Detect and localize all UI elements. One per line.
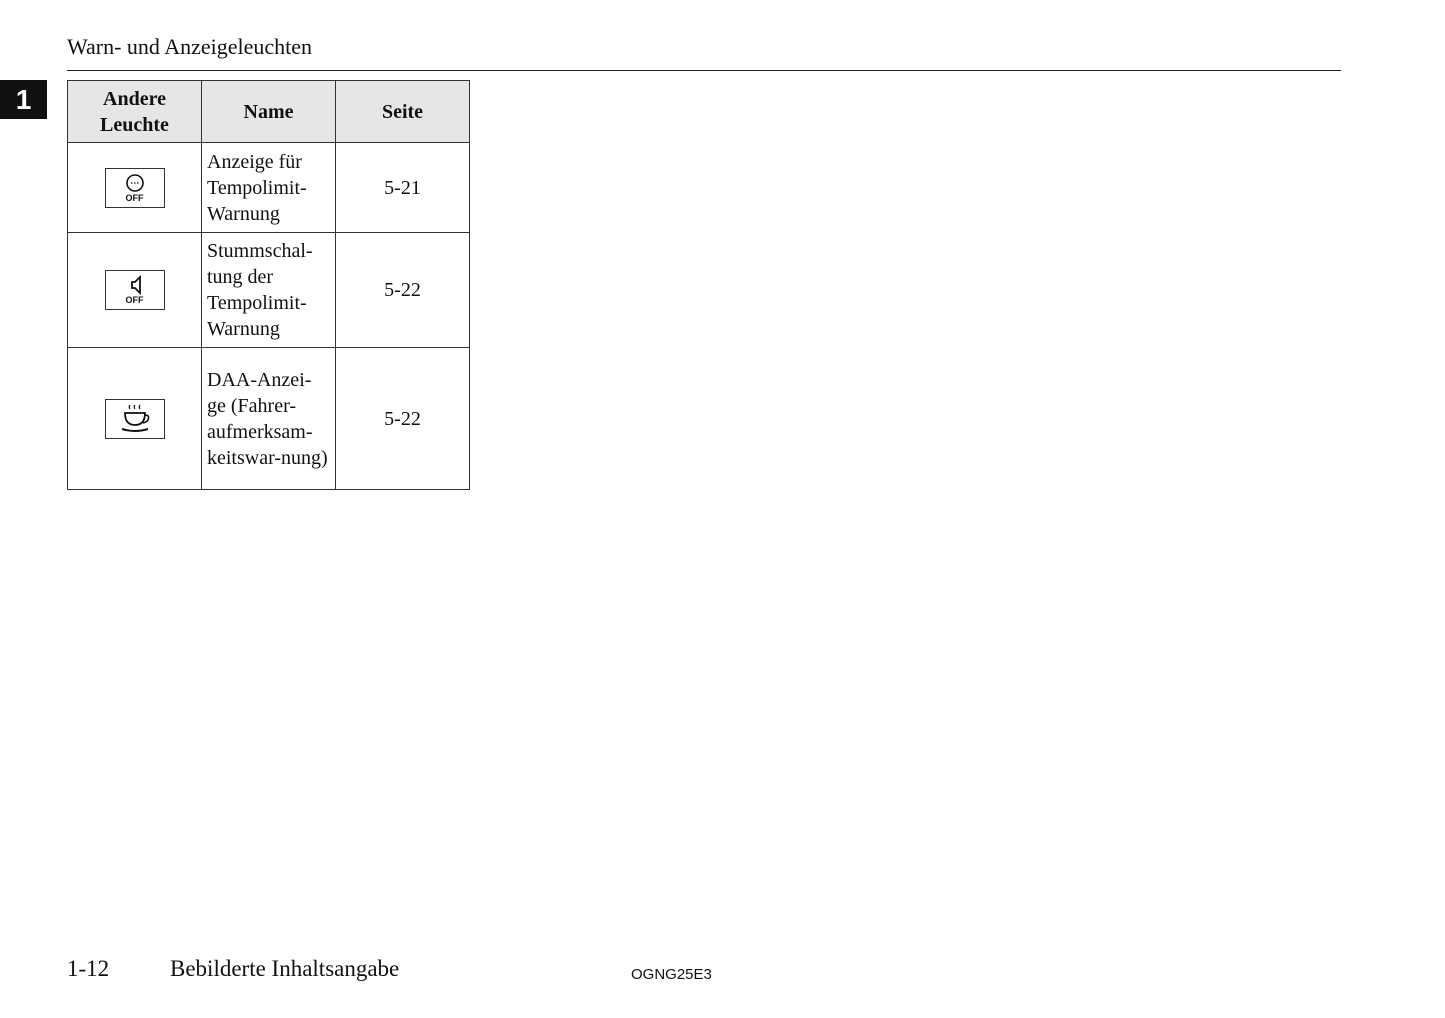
speed-limit-warning-off-icon: OFF	[104, 167, 165, 208]
document-code: OGNG25E3	[631, 966, 712, 983]
coffee-cup-icon	[104, 398, 165, 439]
column-header: Seite	[335, 80, 470, 143]
name-cell: Stummschal-tung der Tempolimit-Warnung	[201, 232, 336, 348]
icon-cell: OFF	[67, 232, 202, 348]
column-header-label: Andere Leuchte	[100, 87, 169, 136]
icon-cell	[67, 347, 202, 490]
page-header-title: Warn- und Anzeigeleuchten	[67, 34, 313, 59]
header-rule	[67, 70, 1341, 71]
icon-cell: OFF	[67, 142, 202, 233]
chapter-tab: 1	[0, 80, 47, 119]
page-number: 1-12	[67, 956, 110, 981]
speed-limit-warning-mute-off-icon: OFF	[104, 270, 165, 310]
footer-section: Bebilderte Inhaltsangabe	[170, 956, 400, 981]
warning-lights-table: Andere Leuchte Name Seite OFF Anzeige fü…	[67, 80, 470, 490]
column-header: Andere Leuchte	[67, 80, 202, 143]
column-header: Name	[201, 80, 336, 143]
table-header-row: Andere Leuchte Name Seite	[67, 80, 470, 143]
page-cell: 5-21	[335, 142, 470, 233]
name-text: Anzeige für Tempolimit-Warnung	[207, 150, 307, 225]
name-cell: DAA-Anzei-ge (Fahrer-aufmerksam-keitswar…	[201, 347, 336, 490]
table-row: OFF Anzeige für Tempolimit-Warnung 5-21	[67, 142, 470, 233]
page-cell: 5-22	[335, 347, 470, 490]
table-row: OFF Stummschal-tung der Tempolimit-Warnu…	[67, 232, 470, 348]
name-cell: Anzeige für Tempolimit-Warnung	[201, 142, 336, 233]
icon-label: OFF	[125, 295, 144, 305]
page-cell: 5-22	[335, 232, 470, 348]
icon-label: OFF	[125, 192, 144, 203]
table-row: DAA-Anzei-ge (Fahrer-aufmerksam-keitswar…	[67, 347, 470, 490]
